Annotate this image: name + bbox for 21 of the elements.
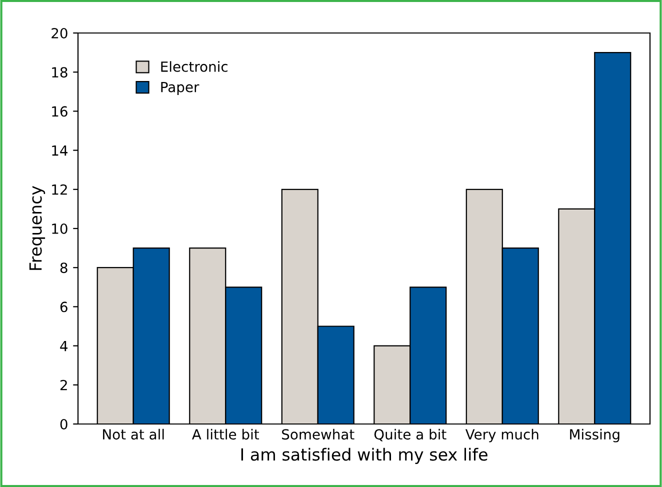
y-axis-title: Frequency	[29, 186, 46, 270]
x-tick-label: Quite a bit	[374, 428, 446, 442]
legend-label: Electronic	[161, 61, 228, 72]
y-tick-label: 10	[52, 223, 68, 234]
y-tick-label: 14	[52, 145, 68, 156]
y-tick-label: 8	[60, 262, 68, 274]
y-tick-label: 4	[60, 340, 68, 352]
y-tick-label: 12	[52, 184, 67, 195]
y-tick-label: 0	[60, 418, 68, 430]
x-tick-label: Missing	[570, 428, 620, 442]
x-axis-title: I am satisfied with my sex life	[241, 448, 488, 464]
x-tick-label: Somewhat	[282, 428, 354, 440]
y-tick-label: 20	[52, 28, 68, 38]
x-tick-label: Very much	[465, 428, 538, 442]
y-tick-label: 18	[52, 67, 68, 78]
y-tick-label: 16	[52, 106, 68, 117]
y-tick-label: 2	[60, 380, 67, 390]
y-tick-label: 6	[60, 302, 68, 312]
x-tick-label: A little bit	[192, 428, 260, 440]
legend-label: Paper	[161, 82, 200, 95]
x-tick-label: Not at all	[103, 428, 164, 440]
